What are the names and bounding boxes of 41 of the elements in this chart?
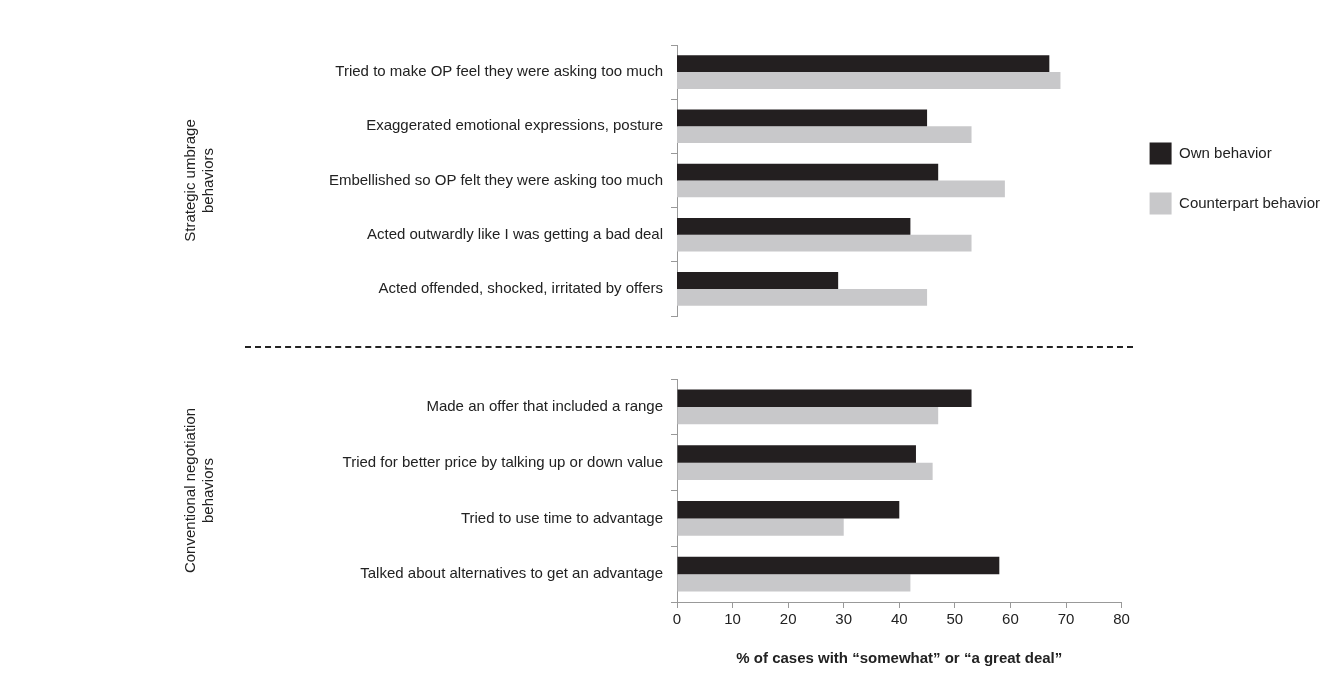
y-tick-label: Made an offer that included a range	[426, 397, 663, 415]
bar	[677, 180, 1005, 198]
y-tick-label: Embellished so OP felt they were asking too much	[328, 170, 663, 188]
bar	[677, 234, 972, 252]
y-tick-label: Acted offended, shocked, irritated by offers	[378, 279, 663, 297]
x-tick-label: 30	[835, 610, 853, 628]
bar	[677, 389, 972, 407]
x-tick-label: 70	[1057, 610, 1075, 628]
y-axis-title: Conventional negotiation behaviors	[181, 407, 217, 574]
x-tick-label: 60	[1002, 610, 1019, 628]
bar	[677, 501, 900, 519]
bar	[677, 406, 939, 425]
legend-label: Counterpart behavior	[1179, 193, 1320, 211]
bar	[677, 445, 916, 463]
x-tick-label: 20	[779, 610, 797, 628]
y-tick-label: Tried to make OP feel they were asking too much	[335, 62, 663, 80]
bar	[677, 462, 933, 480]
y-axis-title: Strategic umbrage behaviors	[181, 119, 217, 242]
bar	[677, 55, 1050, 73]
bar	[677, 272, 839, 289]
bar	[677, 109, 928, 127]
bar	[677, 217, 911, 235]
x-tick-label: 50	[946, 610, 964, 628]
x-tick-label: 10	[724, 610, 741, 628]
y-tick-label: Acted outwardly like I was getting a bad deal	[366, 224, 663, 242]
y-tick-label: Tried to use time to advantage	[460, 508, 663, 526]
x-axis-title: % of cases with “somewhat” or “a great deal”	[736, 649, 1063, 667]
bar	[677, 574, 911, 592]
bar	[677, 518, 844, 536]
bar	[677, 163, 939, 181]
y-tick-label: Talked about alternatives to get an advantage	[360, 564, 663, 582]
bar	[677, 72, 1061, 89]
y-tick-label: Exaggerated emotional expressions, posture	[366, 116, 663, 134]
y-tick-label: Tried for better price by talking up or down value	[342, 452, 663, 470]
x-tick-label: 80	[1113, 610, 1130, 628]
bar	[677, 288, 928, 306]
x-tick-label: 0	[672, 610, 682, 628]
legend-label: Own behavior	[1179, 143, 1272, 161]
bar	[677, 556, 1000, 575]
x-tick-label: 40	[890, 610, 908, 628]
bar	[677, 126, 972, 144]
